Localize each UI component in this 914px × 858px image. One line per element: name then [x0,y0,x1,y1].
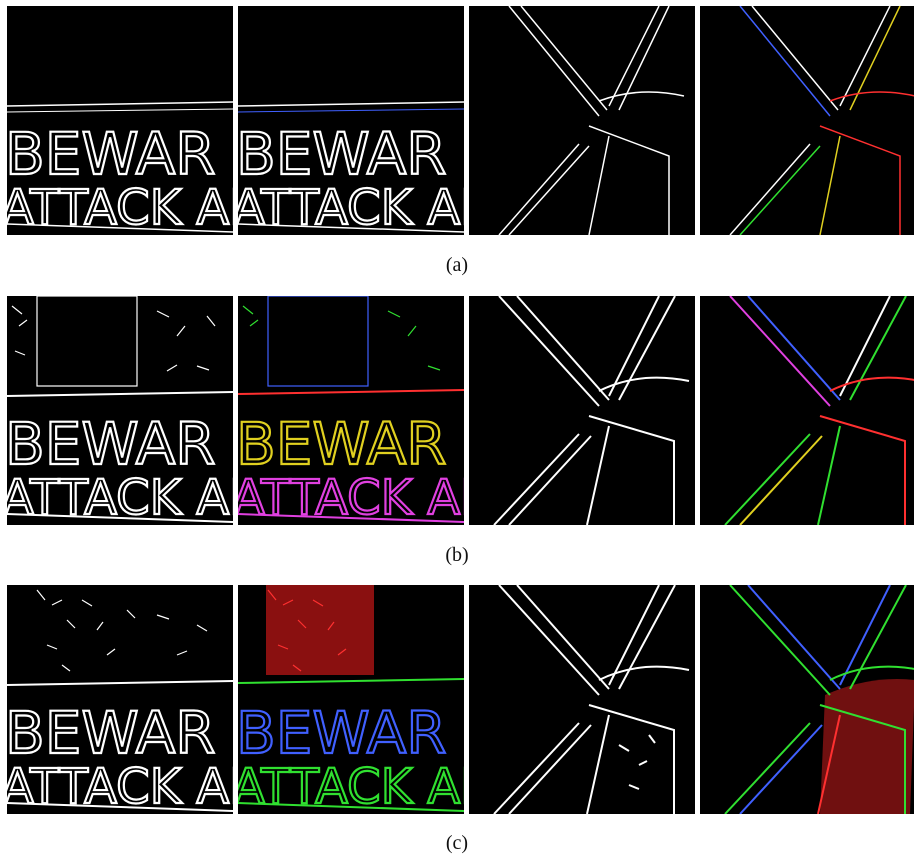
sign-word-beware: BEWAR [238,410,447,478]
windmill-gray-edges-panel [469,296,695,525]
windmill-gray-edges-panel [469,585,695,814]
sign-word-attack: ATTACK AL [238,180,464,235]
sign-gray-edges-panel: BEWAR ATTACK AL [7,296,233,525]
sign-word-beware: BEWAR [7,120,216,188]
sign-color-edges-image: BEWAR ATTACK AL [238,101,464,235]
caption-c: (c) [445,832,469,854]
sign-word-attack: ATTACK AL [238,470,464,525]
windmill-gray-edges-panel [469,6,695,235]
windmill-color-edges-panel [700,296,914,525]
windmill-gray-edges-image [493,296,690,525]
sign-word-beware: BEWAR [7,699,216,767]
sign-color-edges-panel: BEWAR ATTACK AL [238,6,464,235]
sign-color-edges-image: BEWAR ATTACK AL [238,296,464,525]
sign-color-edges-panel: BEWAR ATTACK AL [238,296,464,525]
windmill-gray-edges-image [493,585,690,814]
sign-word-attack: ATTACK AL [238,759,464,814]
figure-row-a: BEWAR ATTACK AL BEWAR ATTACK AL [7,6,914,235]
windmill-color-edges-panel [700,585,914,814]
sign-word-attack: ATTACK AL [7,180,233,235]
figure-row-c: BEWAR ATTACK AL BEWAR ATTACK AL [7,585,914,814]
sign-gray-edges-image: BEWAR ATTACK AL [7,296,233,525]
sign-word-beware: BEWAR [7,410,216,478]
caption-b: (b) [445,544,469,566]
sign-word-beware: BEWAR [238,699,447,767]
windmill-color-edges-panel [700,6,914,235]
sign-word-beware: BEWAR [238,120,447,188]
sign-word-attack: ATTACK AL [7,470,233,525]
sign-gray-edges-panel: BEWAR ATTACK AL [7,6,233,235]
windmill-color-edges-image [724,585,914,814]
sign-gray-edges-panel: BEWAR ATTACK AL [7,585,233,814]
sign-color-edges-panel: BEWAR ATTACK AL [238,585,464,814]
windmill-color-edges-image [724,296,914,525]
sign-gray-edges-image: BEWAR ATTACK AL [7,101,233,235]
sign-gray-edges-image: BEWAR ATTACK AL [7,589,233,814]
sign-word-attack: ATTACK AL [7,759,233,814]
figure-row-b: BEWAR ATTACK AL BEWAR ATTACK AL [7,296,914,525]
sign-color-edges-image: BEWAR ATTACK AL [238,585,464,814]
windmill-color-edges-image [729,6,914,235]
windmill-gray-edges-image [498,6,685,235]
caption-a: (a) [445,254,469,276]
